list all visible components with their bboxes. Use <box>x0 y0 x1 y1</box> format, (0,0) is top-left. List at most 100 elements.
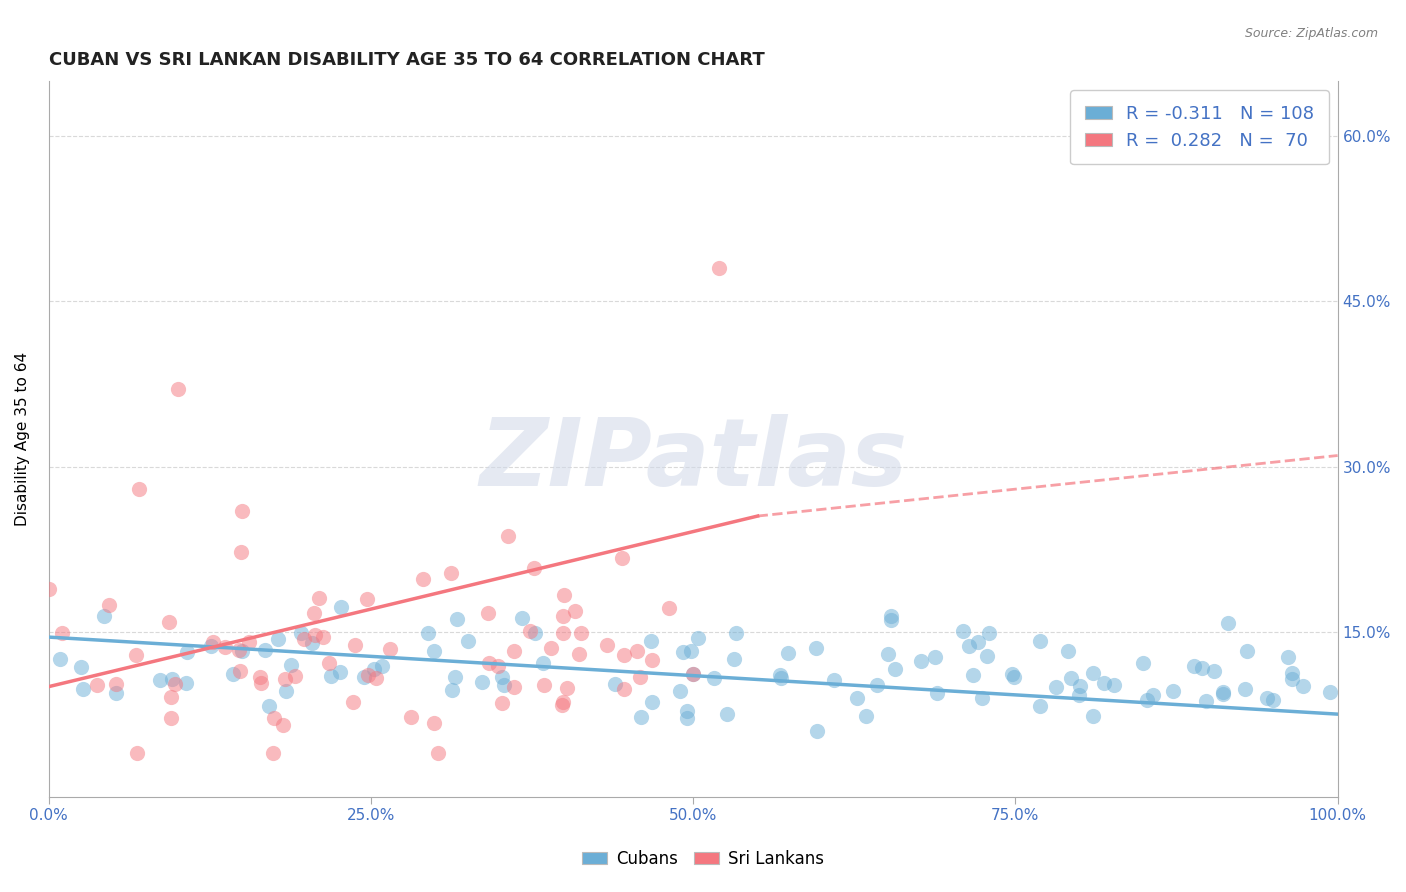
Point <box>93 609 115 624</box>
Point <box>1081 709 1104 723</box>
Point <box>228 664 250 678</box>
Point <box>1028 699 1050 714</box>
Point <box>880 613 903 627</box>
Point <box>274 673 297 687</box>
Point <box>551 695 574 709</box>
Point <box>231 503 253 517</box>
Point <box>1191 660 1213 674</box>
Point <box>883 662 905 676</box>
Point <box>86 678 108 692</box>
Point <box>174 676 197 690</box>
Point <box>688 632 710 646</box>
Point <box>214 640 236 655</box>
Point <box>1281 672 1303 686</box>
Point <box>441 682 464 697</box>
Point <box>149 673 172 687</box>
Point <box>533 677 555 691</box>
Point <box>166 383 188 397</box>
Point <box>724 626 747 640</box>
Point <box>596 638 619 652</box>
Point <box>319 669 342 683</box>
Point <box>304 606 326 620</box>
Point <box>676 711 699 725</box>
Point <box>1142 688 1164 702</box>
Point <box>444 670 467 684</box>
Point <box>555 681 578 696</box>
Point <box>1182 658 1205 673</box>
Point <box>1234 681 1257 696</box>
Point <box>284 669 307 683</box>
Point <box>72 681 94 696</box>
Point <box>612 550 634 565</box>
Point <box>533 657 555 671</box>
Point <box>1059 671 1081 685</box>
Point <box>423 715 446 730</box>
Point <box>1212 687 1234 701</box>
Point <box>524 626 547 640</box>
Point <box>613 648 636 662</box>
Point <box>640 634 662 648</box>
Point <box>910 654 932 668</box>
Point <box>496 529 519 543</box>
Text: Source: ZipAtlas.com: Source: ZipAtlas.com <box>1244 27 1378 40</box>
Point <box>707 261 730 276</box>
Point <box>1132 656 1154 670</box>
Point <box>1028 633 1050 648</box>
Point <box>979 625 1001 640</box>
Point <box>263 711 285 725</box>
Point <box>1069 688 1091 702</box>
Point <box>512 610 534 624</box>
Point <box>399 710 422 724</box>
Point <box>770 672 793 686</box>
Point <box>280 658 302 673</box>
Point <box>329 665 352 679</box>
Point <box>845 690 868 705</box>
Point <box>257 698 280 713</box>
Point <box>1277 650 1299 665</box>
Point <box>222 667 245 681</box>
Point <box>357 668 380 682</box>
Point <box>879 609 901 624</box>
Point <box>1069 679 1091 693</box>
Point <box>308 591 330 605</box>
Point <box>716 706 738 721</box>
Point <box>1045 680 1067 694</box>
Point <box>640 653 662 667</box>
Point <box>249 670 271 684</box>
Point <box>769 667 792 681</box>
Point <box>380 641 402 656</box>
Text: ZIPatlas: ZIPatlas <box>479 415 907 507</box>
Point <box>1292 679 1315 693</box>
Point <box>1261 692 1284 706</box>
Point <box>200 639 222 653</box>
Point <box>1202 665 1225 679</box>
Point <box>262 746 284 760</box>
Point <box>551 626 574 640</box>
Point <box>1002 670 1025 684</box>
Point <box>165 677 187 691</box>
Point <box>682 666 704 681</box>
Point <box>301 636 323 650</box>
Point <box>866 678 889 692</box>
Point <box>976 648 998 663</box>
Point <box>682 667 704 681</box>
Point <box>927 685 949 699</box>
Point <box>491 696 513 710</box>
Point <box>97 598 120 612</box>
Point <box>1092 675 1115 690</box>
Point <box>364 672 387 686</box>
Point <box>957 640 980 654</box>
Point <box>676 704 699 718</box>
Point <box>553 608 575 623</box>
Point <box>952 624 974 638</box>
Point <box>806 640 828 655</box>
Point <box>671 645 693 659</box>
Point <box>418 626 440 640</box>
Point <box>519 624 541 639</box>
Point <box>494 678 516 692</box>
Point <box>371 659 394 673</box>
Point <box>605 677 627 691</box>
Point <box>329 600 352 615</box>
Point <box>613 681 636 696</box>
Point <box>1319 685 1341 699</box>
